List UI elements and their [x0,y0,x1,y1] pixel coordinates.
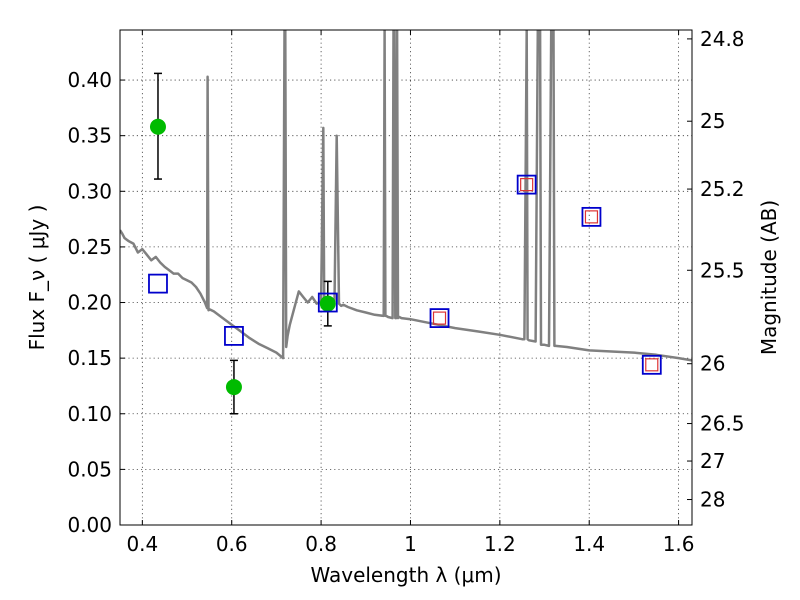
model-point [516,174,537,195]
y-tick-label: 0.40 [67,68,112,92]
axes-frame [119,29,693,526]
y-tick-label: 0.05 [67,457,112,481]
x-tick-label: 1 [404,532,417,556]
right-tick-label: 24.8 [700,27,745,51]
y-tick-label: 0.15 [67,346,112,370]
sed-model-line [120,30,692,362]
model-point [148,273,168,294]
x-tick-label: 1.6 [663,532,695,556]
y-axis-label: Flux F_ν ( μJy ) [25,205,49,351]
right-tick-label: 27 [700,449,725,473]
right-axis-label: Magnitude (AB) [757,200,781,355]
grid-lines [120,30,692,526]
right-tick-label: 26 [700,352,725,376]
y-tick-label: 0.30 [67,179,112,203]
right-tick-label: 28 [700,488,725,512]
observed-point [319,295,336,312]
y-tick-label: 0.20 [67,291,112,315]
observed-point [225,379,242,396]
right-tick-label: 25.5 [700,258,745,282]
right-tick-label: 25 [700,109,725,133]
model-point-inner [584,210,599,224]
y-tick-label: 0.25 [67,235,112,259]
model-point [641,354,662,375]
model-point-inner [645,358,659,372]
x-tick-label: 0.8 [305,532,337,556]
right-tick-label: 26.5 [700,412,745,436]
model-point [429,308,450,329]
x-tick-label: 0.6 [216,532,248,556]
model-point-inner [432,311,447,325]
x-tick-label: 1.4 [573,532,605,556]
model-point [224,325,244,346]
plot-area [120,30,692,415]
x-tick-label: 1.2 [484,532,516,556]
model-point [317,292,338,313]
right-tick-label: 25.2 [700,177,745,201]
model-point [581,206,602,227]
model-point-inner [520,178,534,192]
x-tick-label: 0.4 [126,532,158,556]
x-axis-label: Wavelength λ (μm) [310,563,501,587]
observed-point [149,118,166,135]
axis-ticks: 0.4 0.6 0.8 1 1.2 1.4 1.6 0.00 0.05 0.10 0.15 0.20 0… [67,27,744,556]
y-tick-label: 0.10 [67,402,112,426]
y-tick-label: 0.00 [67,513,112,537]
y-tick-label: 0.35 [67,124,112,148]
